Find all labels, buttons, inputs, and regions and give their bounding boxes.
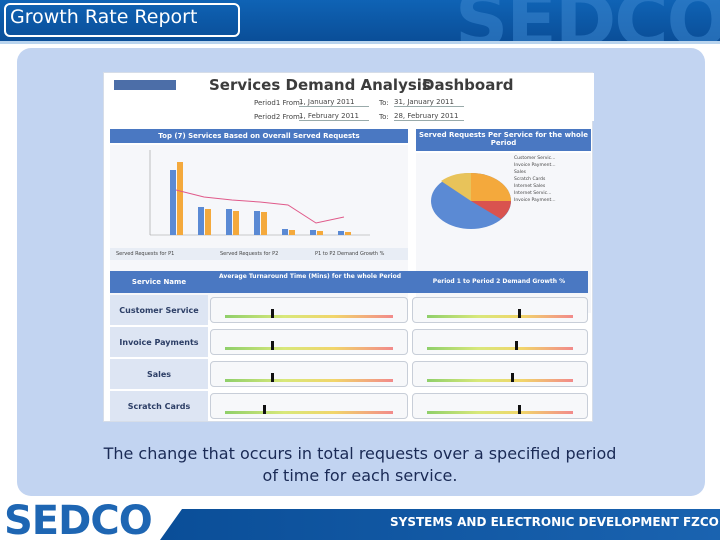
bar — [177, 162, 183, 235]
bar — [338, 231, 344, 235]
pie-legend-item: Invoice Payment... — [514, 163, 556, 168]
title-frame — [4, 3, 240, 37]
table-row: Sales — [110, 359, 588, 389]
turnaround-gauge — [210, 329, 408, 355]
caption-text: The change that occurs in total requests… — [103, 444, 617, 485]
growth-gauge — [412, 297, 588, 323]
legend-item: Served Requests for P1 — [116, 251, 175, 257]
pie-legend-item: Sales — [514, 170, 526, 175]
period2-to-label: To: — [379, 113, 389, 121]
dashboard-header: Services Demand Analysis Dashboard Perio… — [104, 73, 594, 121]
header-bar: SEDCO Growth Rate Report — [0, 0, 720, 44]
header-watermark-logo: SEDCO — [455, 0, 720, 44]
left-chart-title: Top (7) Services Based on Overall Served… — [158, 132, 360, 140]
period1-from: 1, January 2011 — [299, 98, 369, 107]
period1-label: Period1 From: — [254, 99, 303, 107]
service-name: Invoice Payments — [110, 327, 208, 357]
period1-to: 31, January 2011 — [394, 98, 464, 107]
bar — [226, 209, 232, 235]
turnaround-gauge — [210, 297, 408, 323]
dashboard-image: Services Demand Analysis Dashboard Perio… — [103, 72, 594, 422]
table-row: Scratch Cards — [110, 391, 588, 421]
right-chart-title: Served Requests Per Service for the whol… — [419, 131, 588, 147]
combo-chart — [110, 145, 408, 320]
pie-legend-item: Scratch Cards — [514, 177, 546, 182]
growth-line — [175, 189, 345, 224]
period2-from: 1, February 2011 — [299, 112, 369, 121]
bar — [198, 207, 204, 235]
bar — [205, 209, 211, 235]
pie-legend-item: Internet Servic... — [514, 191, 552, 196]
footer-band — [160, 509, 720, 540]
right-chart-titlebar: Served Requests Per Service for the whol… — [416, 129, 591, 151]
bar — [317, 231, 323, 235]
left-chart-titlebar: Top (7) Services Based on Overall Served… — [110, 129, 408, 143]
turnaround-gauge — [210, 361, 408, 387]
pie-legend-item: Customer Servic... — [514, 156, 556, 161]
dashboard-logo-icon — [114, 80, 176, 90]
dashboard-title-suffix: Dashboard — [422, 76, 514, 94]
pie-slice — [471, 201, 511, 219]
combo-chart-svg — [149, 150, 370, 236]
pie-legend-item: Invoice Payment... — [514, 198, 556, 203]
legend-item: Served Requests for P2 — [220, 251, 279, 257]
dashboard-title: Services Demand Analysis — [209, 76, 431, 94]
service-name: Customer Service — [110, 295, 208, 325]
turnaround-gauge — [210, 393, 408, 419]
growth-gauge — [412, 393, 588, 419]
pie-legend-item: Internet Sales — [514, 184, 546, 189]
bar — [261, 212, 267, 235]
pie-chart-svg — [431, 172, 511, 229]
pie-slice — [441, 172, 471, 201]
bar — [233, 211, 239, 235]
table-header-cell: Average Turnaround Time (Mins) for the w… — [219, 273, 401, 280]
legend-item: P1 to P2 Demand Growth % — [315, 251, 385, 257]
growth-gauge — [412, 361, 588, 387]
bar — [289, 230, 295, 235]
chart-legend: Served Requests for P1 Served Requests f… — [110, 248, 408, 260]
page-title: Growth Rate Report — [10, 6, 198, 28]
bar — [254, 211, 260, 235]
period2-to: 28, February 2011 — [394, 112, 464, 121]
table-header-cell: Service Name — [131, 278, 187, 286]
service-name: Scratch Cards — [110, 391, 208, 421]
table-row: Customer Service — [110, 295, 588, 325]
footer-tagline: SYSTEMS AND ELECTRONIC DEVELOPMENT FZCO — [390, 515, 719, 529]
table-header-cell: Period 1 to Period 2 Demand Growth % — [432, 278, 566, 285]
service-name: Sales — [110, 359, 208, 389]
footer-logo: SEDCO — [4, 498, 153, 540]
table-row: Invoice Payments — [110, 327, 588, 357]
growth-gauge — [412, 329, 588, 355]
bar — [310, 230, 316, 235]
bar — [282, 229, 288, 235]
bar — [170, 170, 176, 235]
period2-label: Period2 From: — [254, 113, 303, 121]
pie-slice — [471, 173, 511, 201]
table-header: Service Name Average Turnaround Time (Mi… — [110, 271, 588, 293]
period1-to-label: To: — [379, 99, 389, 107]
bar — [345, 232, 351, 235]
pie-legend: Customer Servic... Invoice Payment... Sa… — [514, 155, 588, 204]
